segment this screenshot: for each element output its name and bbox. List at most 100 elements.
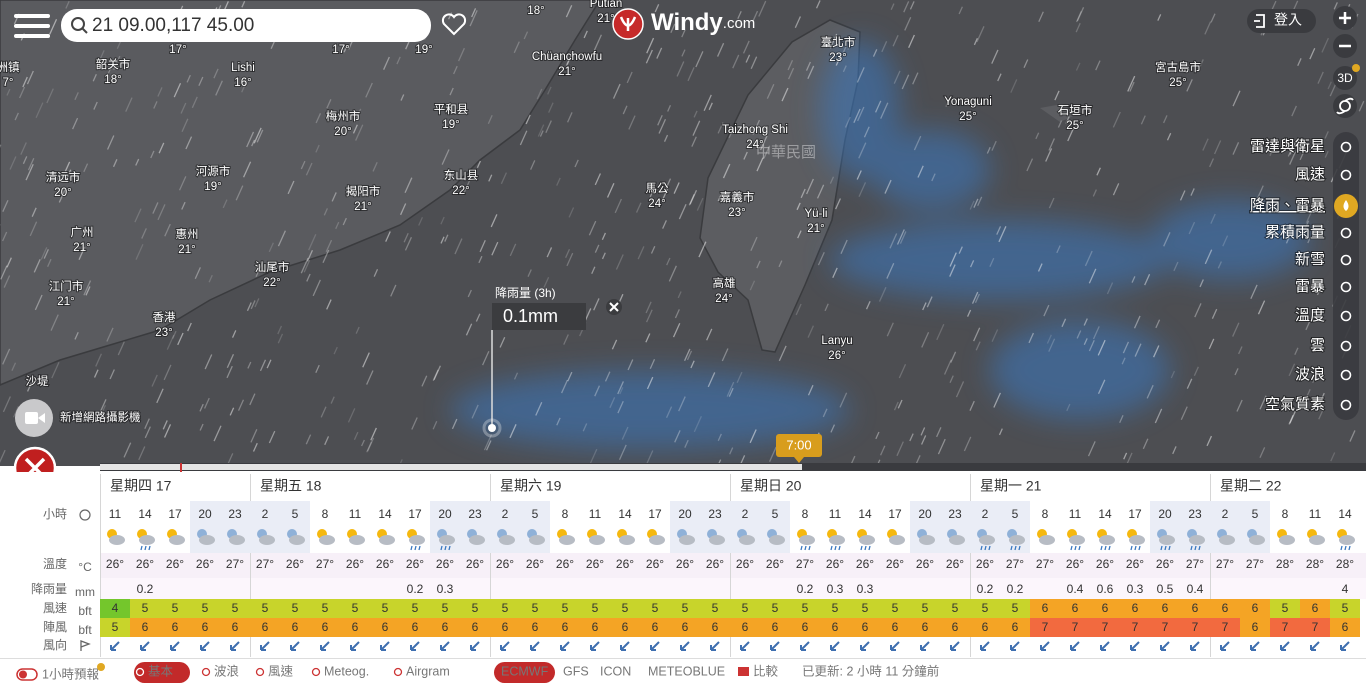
wind-particle [47,258,52,268]
toggle[interactable] [16,668,38,681]
wind-particle [543,276,550,288]
wind-particle [1048,197,1055,209]
forecast-tab[interactable]: 風速 [268,663,294,678]
hourly-toggle-label[interactable]: 1小時預報 [42,667,99,681]
wind-gust: 6 [502,620,509,634]
place-temp: 25° [959,111,976,123]
wind-particle [1144,273,1151,286]
hour: 20 [1158,507,1172,521]
wind-speed: 5 [682,601,689,615]
wind-particle [1097,379,1106,395]
wind-particle [535,401,543,416]
favorite-button[interactable] [441,13,467,36]
layer-label[interactable]: 雷達與衛星 [1249,137,1326,156]
wind-particle [109,369,115,380]
3d-label[interactable]: 3D [1337,71,1353,85]
model-tab[interactable]: 比較 [753,663,779,678]
wind-speed: 6 [1162,601,1169,615]
wind-direction [350,641,360,651]
wind-speed: 6 [1072,601,1079,615]
forecast-tab[interactable]: Airgram [406,664,450,678]
wind-particle [106,327,114,342]
wind-particle [693,110,698,118]
wind-particle [683,348,691,362]
webcam-label[interactable]: 新增網路攝影機 [59,409,142,425]
search-box[interactable] [61,9,431,42]
model-tab[interactable]: GFS [563,664,589,678]
model-tab[interactable]: ECMWF [501,664,549,678]
wind-particle [589,448,598,466]
login-label[interactable]: 登入 [1274,12,1302,28]
logo-text: Windy.com [651,9,755,36]
gust-cell [640,618,670,637]
wind-gust: 6 [232,620,239,634]
hurricane-button[interactable] [1333,94,1357,118]
layer-label[interactable]: 雲 [1309,336,1326,355]
temperature: 26° [676,557,694,571]
wind-particle [1289,139,1298,155]
gust-cell [520,618,550,637]
wind-particle [728,128,734,139]
cloud-icon [709,535,725,545]
wind-particle [1083,318,1088,326]
layer-label[interactable]: 雷暴 [1294,277,1326,296]
day-label: 星期六 19 [500,478,562,494]
cloud-icon [409,535,425,545]
menu-button[interactable] [14,14,50,38]
time-bubble[interactable] [776,434,822,457]
temperature: 27° [1186,557,1204,571]
wind-particle [117,341,125,356]
cloud-icon [799,535,815,545]
wind-particle [65,169,72,181]
layer-label[interactable]: 累積雨量 [1264,223,1326,242]
model-active-bg[interactable] [494,662,555,683]
wind-particle [463,180,471,193]
wind-particle [1349,430,1356,442]
tab-active-bg[interactable] [134,662,190,683]
wind-particle [536,88,543,100]
cloud-icon [169,535,185,545]
gust-cell [1180,618,1210,637]
gust-cell [760,618,790,637]
forecast-tab[interactable]: 基本 [148,664,174,678]
hour: 23 [1188,507,1202,521]
layer-label[interactable]: 新雪 [1294,250,1326,269]
search-text[interactable]: 21 09.00,117 45.00 [92,15,254,36]
layer-label[interactable]: 降雨、雷暴 [1249,196,1326,215]
wind-speed: 6 [1042,601,1049,615]
wind-direction [1130,641,1140,651]
time-label: 7:00 [786,437,811,452]
wind-particle [566,112,573,123]
wind-direction [1220,641,1230,651]
wind-particle [1056,245,1061,254]
model-tab[interactable]: ICON [600,664,631,678]
wind-direction [920,641,930,651]
wind-particle [312,279,321,297]
layer-label[interactable]: 風速 [1294,165,1326,184]
wind-cell [1330,599,1360,618]
model-tab[interactable]: METEOBLUE [648,664,725,678]
wind-cell [130,599,160,618]
layer-label[interactable]: 空氣質素 [1264,394,1326,414]
wind-particle [135,243,144,260]
forecast-tab[interactable]: Meteog. [324,664,369,678]
timeline-progress [100,464,802,470]
wind-particle [795,303,802,316]
wind-particle [676,61,685,77]
rain-icon [140,545,151,551]
place-name: 揭阳市 [346,184,381,198]
forecast-tab[interactable]: 波浪 [214,663,239,678]
layer-label[interactable]: 溫度 [1294,306,1326,325]
layer-label[interactable]: 波浪 [1294,365,1326,384]
rain-icon [1070,545,1081,551]
hour: 5 [532,507,539,521]
layer-icon [1340,141,1352,153]
layer-icon [1340,281,1352,293]
cloud-icon [229,535,245,545]
wind-particle [722,163,731,179]
wind-particle [92,74,97,82]
wind-cell [250,599,280,618]
3d-button[interactable] [1333,66,1357,90]
wind-particle [840,239,848,255]
wind-particle [333,346,338,355]
